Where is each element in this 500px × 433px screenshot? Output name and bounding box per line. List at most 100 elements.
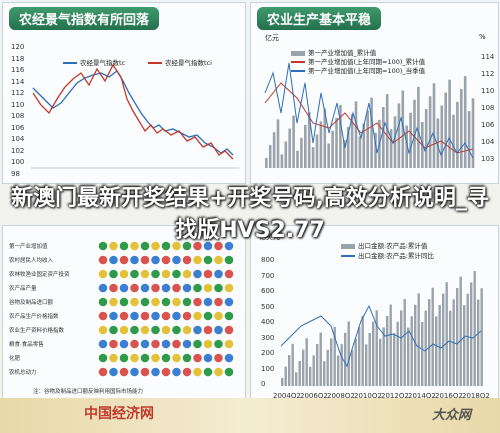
indicator-ball [140,325,150,335]
indicator-ball [151,353,160,363]
tick-label: 108 [11,112,25,120]
indicator-ball [172,297,181,307]
indicator-ball [161,311,171,321]
indicator-ball [203,255,213,265]
bar [291,343,294,386]
indicator-ball [172,283,181,293]
bar [333,327,336,386]
indicator-ball [98,297,108,307]
bar [456,288,459,386]
indicator-ball [119,367,129,377]
bar [463,305,466,386]
bar [370,97,373,168]
indicator-ball [109,241,118,251]
bar [372,321,375,386]
bar [337,355,340,386]
bar [346,127,350,168]
tick-label: 103 [481,155,495,163]
bar [362,123,366,168]
legend-item: 出口金额:农产品:累计同比 [341,250,434,260]
bar [265,158,268,168]
indicator-ball [98,325,108,335]
indicator-ball [203,241,213,251]
row-label: 化肥 [9,356,21,362]
indicator-ball [193,367,202,377]
indicator-ball [140,241,150,251]
indicator-ball [119,325,129,335]
bar [339,104,342,168]
bar [280,154,284,168]
indicator-ball [172,367,181,377]
unit: 亿元 [265,34,279,42]
bar [309,366,312,386]
bar [417,293,420,386]
unit: 亿美元 [259,233,280,241]
bar [323,361,326,386]
indicator-ball [214,311,223,321]
indicator-ball [203,269,213,279]
bar [323,108,327,168]
overlay-title: 新澳门最新开奖结果+开奖号码,高效分析说明_寻找版HVS2.77 [11,186,489,243]
bar [300,137,303,168]
bar [312,355,315,386]
bar [393,116,397,168]
row-label: 农产品产量 [9,286,37,292]
bar [480,288,483,386]
bar [296,150,299,168]
bar [365,344,368,386]
bar [304,125,307,168]
bar [331,130,334,168]
tick-label: 118 [11,54,25,63]
indicator-ball [161,269,171,279]
indicator-ball [98,367,108,377]
tick-label: 120 [11,43,25,51]
bar [438,305,441,386]
tick-label: 100 [11,158,25,166]
bar [444,92,447,168]
bar [467,111,471,168]
indicator-ball [224,339,234,349]
bar [445,282,448,386]
indicator-ball [161,297,171,307]
indicator-ball [119,283,129,293]
bar [319,332,322,386]
indicator-ball [140,367,150,377]
line-tc [32,70,234,156]
tick-label: 110 [11,100,25,109]
indicator-ball [224,353,234,363]
indicator-ball [214,339,223,349]
tick-label: 2012Q2 [381,392,409,400]
tick-label: 2014Q2 [408,392,436,400]
indicator-ball [130,339,139,349]
bar [358,136,362,168]
bar [284,366,287,386]
bar [456,101,459,168]
indicator-ball [224,255,234,265]
bar [393,333,396,386]
bar [449,310,452,386]
bar [298,361,301,386]
legend-item: 第一产业增加值(上年同期=100)_当季值 [291,65,425,75]
indicator-ball [109,269,118,279]
indicator-ball [161,339,171,349]
bar [435,316,438,386]
bar [389,129,393,168]
indicator-ball [130,255,139,265]
indicator-grid [98,241,234,377]
bar [424,109,428,168]
indicator-ball [140,255,150,265]
indicator-ball [140,297,150,307]
bar [396,321,399,386]
bar [440,105,444,168]
tick-label: 200 [261,349,275,357]
row-label: 农林牧渔业固定资产投资 [9,272,70,278]
bar [432,83,436,168]
panel-title: 农经景气指数有所回落 [9,7,160,30]
indicator-ball [98,283,108,293]
bar [452,114,455,168]
bar [417,86,420,168]
bar [307,112,311,168]
tick-label: 114 [11,77,25,86]
indicator-ball [98,269,108,279]
indicator-ball [130,311,139,321]
